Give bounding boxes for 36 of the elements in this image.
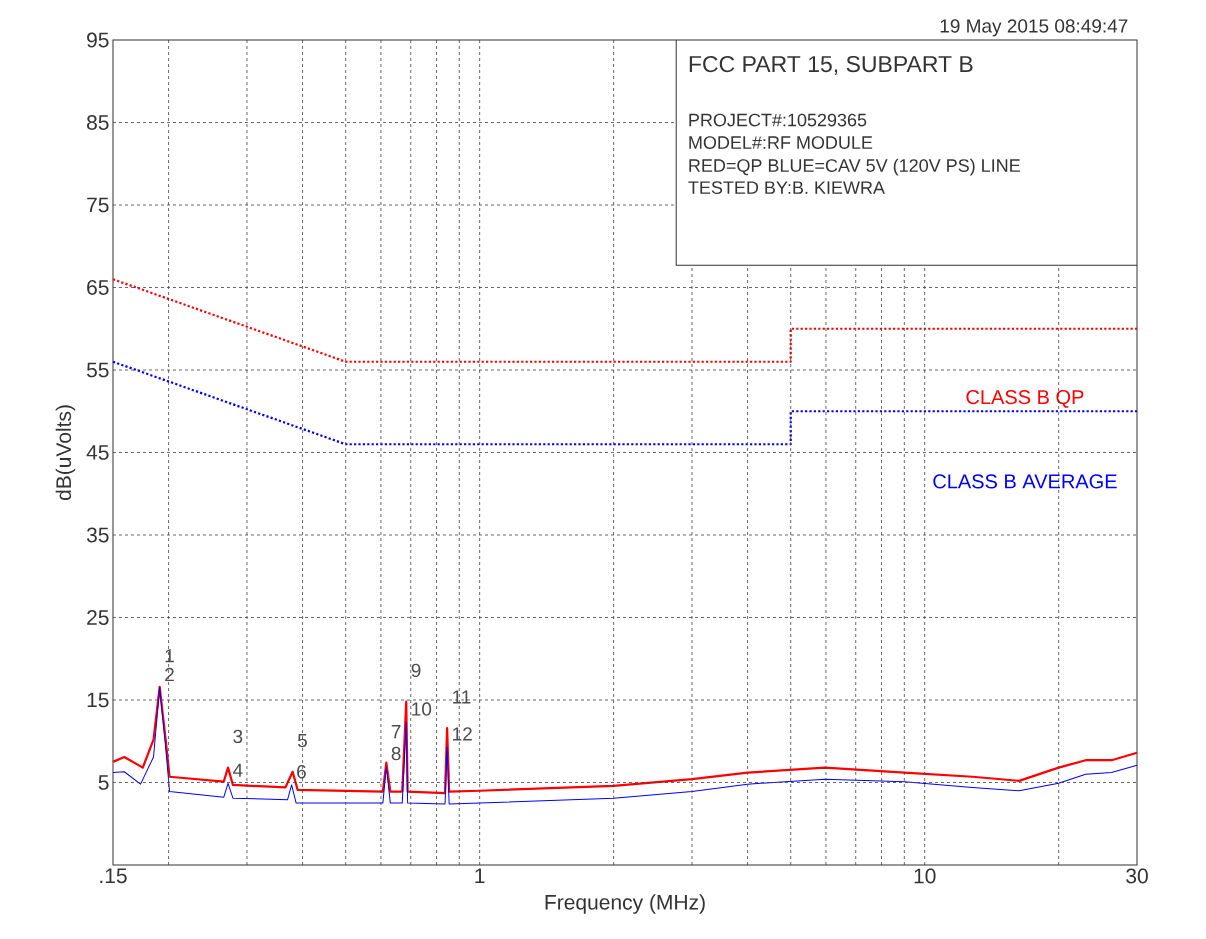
- annotation: TESTED BY:B. KIEWRA: [688, 181, 885, 194]
- annotation: 9: [411, 663, 421, 678]
- x-tick-label: 30: [1126, 868, 1148, 884]
- y-tick-label: 55: [86, 362, 109, 378]
- x-axis-title: Frequency (MHz): [545, 894, 705, 914]
- chart-subtitle: 19 May 2015 08:49:47: [940, 19, 1128, 37]
- x-tick-label: 10: [914, 868, 936, 884]
- y-tick-label: 75: [87, 197, 109, 213]
- x-tick-label: .15: [100, 868, 127, 884]
- annotation: 3: [233, 729, 243, 744]
- text: CLASS B QP: [966, 390, 1084, 408]
- annotation: 8: [391, 746, 401, 761]
- annotation: 7: [391, 725, 401, 739]
- y-tick-label: 5: [98, 775, 109, 790]
- y-tick-label: 35: [86, 527, 109, 543]
- y-axis-title: dB(uVolts): [55, 405, 76, 501]
- annotation: 2: [165, 667, 174, 682]
- y-tick-label: 15: [87, 692, 109, 708]
- annotation: 11: [453, 690, 471, 704]
- x-tick-label: 1: [475, 868, 485, 883]
- annotation: 4: [233, 763, 243, 777]
- annotation: RED=QP BLUE=CAV 5V (120V PS) LINE: [689, 158, 1020, 176]
- y-tick-label: 65: [87, 280, 109, 295]
- text: FCC PART 15, SUBPART B: [689, 55, 973, 75]
- annotation: 1: [165, 649, 174, 663]
- y-tick-label: 25: [87, 610, 109, 625]
- annotation: 10: [412, 702, 432, 716]
- y-tick-label: 45: [86, 445, 109, 460]
- y-tick-label: 85: [87, 115, 109, 130]
- annotation: MODEL#:RF MODULE: [689, 136, 873, 149]
- annotation: 12: [453, 727, 472, 741]
- text: CLASS B AVERAGE: [933, 474, 1117, 489]
- annotation: 6: [297, 764, 306, 779]
- annotation: 5: [297, 733, 307, 748]
- annotation: PROJECT#:10529365: [689, 113, 867, 127]
- y-tick-label: 95: [87, 32, 109, 48]
